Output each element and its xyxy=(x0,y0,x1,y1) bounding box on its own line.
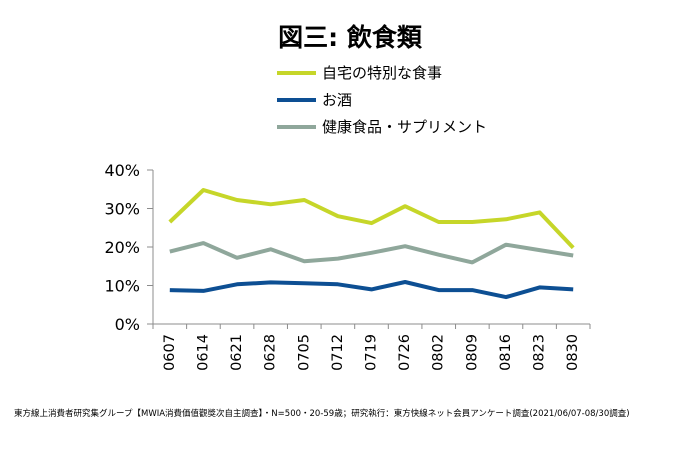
y-tick-label: 20% xyxy=(104,238,140,257)
x-tick-label: 0830 xyxy=(565,334,581,371)
x-tick-label: 0712 xyxy=(330,334,346,371)
series-line-3 xyxy=(169,241,574,265)
series-line-1 xyxy=(168,188,575,250)
legend-label-1: 自宅の特別な食事 xyxy=(322,64,442,82)
x-tick-label: 0816 xyxy=(498,334,514,371)
x-tick-label: 0705 xyxy=(296,334,312,371)
x-ticks: 0607 0614 0621 0628 0705 0712 0719 0726 0802 0809… xyxy=(152,324,591,371)
x-tick-label: 0614 xyxy=(195,334,211,371)
y-tick-label: 30% xyxy=(104,200,140,219)
series-line-2 xyxy=(169,280,574,300)
footnote: 東方線上消費者研究集グループ【MWIA消費価值觀獎次自主調查】・N=500・20… xyxy=(14,408,630,419)
x-tick-label: 0726 xyxy=(397,334,413,371)
x-tick-label: 0802 xyxy=(431,334,447,371)
legend-label-3: 健康食品・サプリメント xyxy=(322,118,487,136)
x-tick-label: 0628 xyxy=(263,334,279,371)
y-tick-label: 40% xyxy=(104,161,140,180)
y-tick-label: 10% xyxy=(104,277,140,296)
y-ticks: 0% 10% 20% 30% 40% xyxy=(104,161,153,334)
x-tick-label: 0621 xyxy=(229,334,245,371)
x-tick-label: 0809 xyxy=(464,334,480,371)
series-group xyxy=(168,188,575,300)
legend-label-2: お酒 xyxy=(322,91,352,109)
y-tick-label: 0% xyxy=(115,315,140,334)
x-tick-label: 0823 xyxy=(532,334,548,371)
x-tick-label: 0719 xyxy=(364,334,380,371)
x-tick-label: 0607 xyxy=(162,334,178,371)
chart-title: 図三: 飲食類 xyxy=(278,23,423,52)
